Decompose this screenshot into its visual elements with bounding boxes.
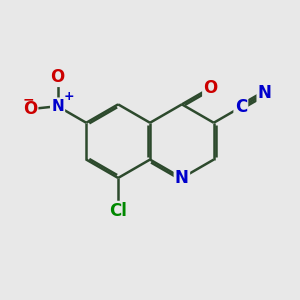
Text: C: C	[235, 98, 247, 116]
Text: +: +	[64, 90, 75, 103]
Text: O: O	[23, 100, 37, 118]
Text: Cl: Cl	[109, 202, 127, 220]
Text: N: N	[258, 84, 272, 102]
Text: N: N	[51, 99, 64, 114]
Text: O: O	[203, 79, 218, 97]
Text: −: −	[22, 92, 34, 106]
Text: O: O	[50, 68, 65, 86]
Text: N: N	[175, 169, 189, 187]
